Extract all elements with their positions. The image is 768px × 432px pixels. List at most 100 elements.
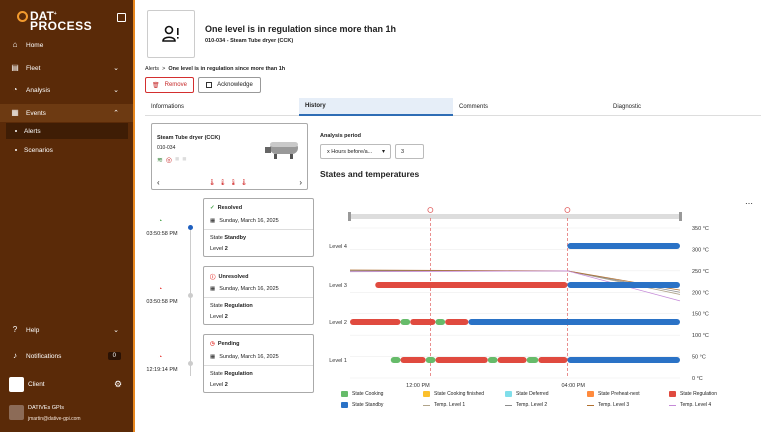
- fleet-icon: ▤: [11, 63, 19, 72]
- level-label: Level 4: [329, 244, 347, 250]
- legend-swatch: [341, 402, 348, 408]
- more-options-icon[interactable]: ⋯: [745, 199, 753, 208]
- sidebar-item-fleet[interactable]: ▤ Fleet ⌄: [0, 59, 133, 77]
- client-label: Client: [28, 381, 45, 388]
- wifi-icon: ≋: [157, 157, 163, 164]
- sidebar-item-label: Help: [26, 326, 40, 334]
- alarm-icon: ◔: [158, 286, 163, 293]
- legend-item[interactable]: Temp. Level 1: [423, 402, 465, 408]
- legend-swatch: [505, 391, 512, 397]
- timeline-time: 03:50:58 PM: [146, 299, 178, 305]
- equipment-status-icons: ≋ ◎ ■ ■: [157, 156, 186, 164]
- status-placeholder-icon: ■: [174, 156, 180, 163]
- tab-history[interactable]: History: [299, 98, 453, 116]
- equipment-code: 010-034: [157, 145, 176, 151]
- collapse-sidebar-icon[interactable]: [117, 13, 126, 22]
- divider: [204, 297, 313, 298]
- legend-swatch: [587, 404, 594, 406]
- legend-item[interactable]: State Cooking finished: [423, 391, 484, 397]
- tab-diagnostic[interactable]: Diagnostic: [607, 98, 761, 116]
- state-card-date-text: Sunday, March 16, 2025: [219, 218, 279, 224]
- state-card-unresolved[interactable]: ⓘ Unresolved ▦ Sunday, March 16, 2025 Stat…: [203, 266, 314, 325]
- logo[interactable]: DAT+ PROCESS: [17, 9, 92, 32]
- sidebar-subitem-scenarios[interactable]: Scenarios: [6, 142, 128, 158]
- remove-button-label: Remove: [164, 82, 187, 88]
- state-segment-standby: [468, 319, 680, 325]
- state-segment-standby: [567, 282, 680, 288]
- legend-item[interactable]: Temp. Level 3: [587, 402, 629, 408]
- state-card-resolved[interactable]: ✓ Resolved ▦ Sunday, March 16, 2025 State …: [203, 198, 314, 257]
- chevron-down-icon: ⌄: [113, 87, 119, 94]
- sidebar-subitem-label: Scenarios: [24, 146, 53, 154]
- check-circle-icon: ✓: [210, 205, 215, 211]
- legend-item[interactable]: State Regulation: [669, 391, 717, 397]
- equipment-carousel-nav: ‹ 🌡🌡🌡🌡 ›: [157, 178, 302, 187]
- timer-icon: ◷: [210, 341, 215, 347]
- breadcrumb-root[interactable]: Alerts: [145, 66, 160, 72]
- remove-button[interactable]: 🗑 Remove: [145, 77, 194, 93]
- legend-item[interactable]: State Deferred: [505, 391, 549, 397]
- sidebar-item-events[interactable]: ▦ Events ⌃: [0, 104, 133, 122]
- temperature-line: [349, 270, 681, 302]
- x-tick-label: 12:00 PM: [406, 383, 430, 389]
- sidebar-item-label: Home: [26, 41, 44, 49]
- state-label: State: [210, 235, 223, 241]
- legend-item[interactable]: Temp. Level 4: [669, 402, 711, 408]
- state-segment-cooking: [435, 319, 446, 325]
- legend-label: Temp. Level 4: [680, 402, 712, 408]
- user-avatar[interactable]: [9, 405, 24, 420]
- tab-comments[interactable]: Comments: [453, 98, 607, 116]
- alert-badge-icon: ◎: [165, 157, 172, 164]
- sidebar-item-label: Notifications: [26, 352, 62, 360]
- sidebar-subitem-alerts[interactable]: Alerts: [6, 123, 128, 139]
- equipment-image: [265, 142, 298, 159]
- level-label: Level: [210, 382, 224, 388]
- tab-informations[interactable]: Informations: [145, 98, 299, 116]
- equipment-card[interactable]: Steam Tube dryer (CCK) 010-034 ≋ ◎ ■ ■ ‹…: [151, 123, 308, 190]
- state-card-date: ▦ Sunday, March 16, 2025: [210, 286, 279, 292]
- user-name: DATIVEs GPIs: [28, 405, 64, 411]
- state-card-pending[interactable]: ◷ Pending ▦ Sunday, March 16, 2025 State R…: [203, 334, 314, 393]
- state-card-level: Level 2: [210, 314, 228, 320]
- analysis-period-number: 3: [401, 148, 405, 155]
- alert-marker-icon: [427, 207, 434, 213]
- y-tick-label: 200 °C: [692, 290, 709, 296]
- y-tick-label: 300 °C: [692, 247, 709, 253]
- zoom-handle-left: [348, 212, 351, 221]
- sidebar-item-analysis[interactable]: ◔ Analysis ⌄: [0, 81, 133, 99]
- states-temperatures-chart[interactable]: 0 °C 50 °C 100 °C 150 °C 200 °C 250 °C 300 °C 3…: [320, 198, 768, 418]
- state-segment-regulation: [435, 357, 488, 363]
- legend-item[interactable]: State Cooking: [341, 391, 383, 397]
- legend-item[interactable]: State Standby: [341, 402, 383, 408]
- legend-item[interactable]: Temp. Level 2: [505, 402, 547, 408]
- sidebar-item-notifications[interactable]: ♪ Notifications 0: [0, 347, 133, 365]
- analysis-period-number-input[interactable]: 3: [395, 144, 424, 159]
- state-value: Standby: [224, 235, 247, 241]
- sidebar-item-label: Fleet: [26, 64, 41, 72]
- sidebar-item-home[interactable]: ⌂ Home: [0, 36, 133, 54]
- y-tick-label: 50 °C: [692, 355, 706, 361]
- calendar-icon: ▦: [210, 286, 216, 292]
- y-tick-label: 350 °C: [692, 226, 709, 232]
- level-value: 2: [224, 382, 228, 388]
- logo-sun-icon: [17, 11, 28, 22]
- chevron-right-icon[interactable]: ›: [299, 178, 302, 187]
- legend-swatch: [669, 391, 676, 397]
- state-segment-regulation: [445, 319, 469, 325]
- equipment-name: Steam Tube dryer (CCK): [157, 135, 221, 141]
- sidebar-item-help[interactable]: ? Help ⌄: [0, 321, 133, 339]
- timeline-line: [190, 228, 191, 376]
- acknowledge-button[interactable]: Acknowledge: [198, 77, 261, 93]
- state-card-level: Level 2: [210, 246, 228, 252]
- sidebar-item-label: Events: [26, 109, 46, 117]
- tabs: Informations History Comments Diagnostic: [145, 98, 761, 116]
- y-tick-label: 100 °C: [692, 333, 709, 339]
- state-segment-cooking: [425, 357, 436, 363]
- chevron-left-icon[interactable]: ‹: [157, 178, 160, 187]
- gear-icon[interactable]: ⚙: [114, 379, 123, 389]
- legend-label: Temp. Level 2: [516, 402, 548, 408]
- legend-item[interactable]: State Preheat-next: [587, 391, 640, 397]
- analysis-period-select[interactable]: x Hours before/a... ▾: [320, 144, 391, 159]
- state-value: Regulation: [224, 303, 253, 309]
- state-card-state: State Regulation: [210, 371, 253, 377]
